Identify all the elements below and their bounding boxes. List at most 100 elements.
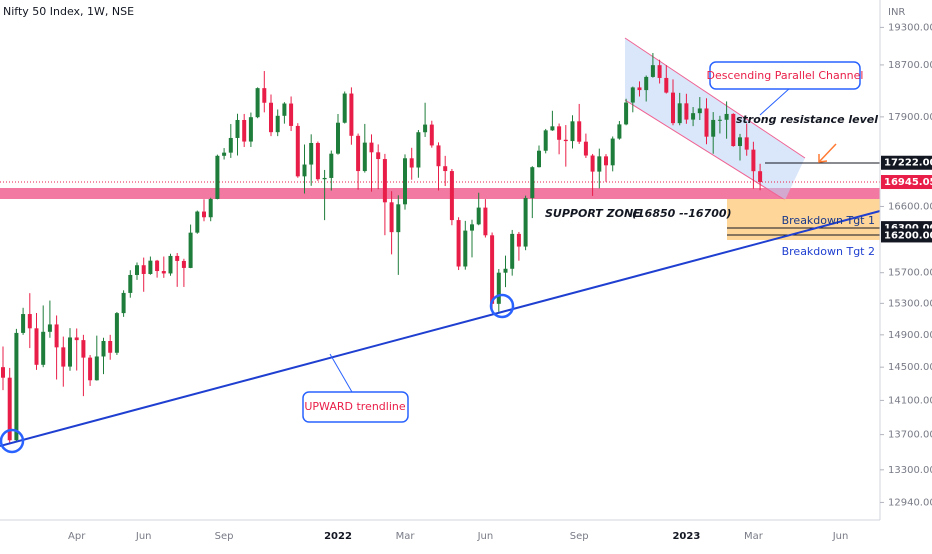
price-label-box: [881, 155, 932, 170]
candle-body: [416, 132, 421, 168]
candle-body: [148, 260, 153, 274]
candle-body: [208, 198, 213, 218]
channel-upper: [624, 37, 806, 159]
candle-body: [21, 314, 26, 333]
y-tick-label: 14900.00: [888, 330, 932, 341]
trendline-label: UPWARD trendline: [304, 400, 405, 413]
candle-body: [570, 121, 575, 142]
y-tick-label: 16600.00: [888, 201, 932, 212]
candle-body: [449, 171, 454, 221]
candle-body: [697, 108, 702, 114]
candle-body: [490, 235, 495, 304]
candle-body: [1, 367, 5, 378]
x-tick-label: Apr: [68, 531, 86, 542]
candle-body: [41, 331, 46, 365]
candle-body: [463, 230, 468, 267]
candle-body: [637, 87, 642, 91]
support-range: (16850 --16700): [632, 207, 732, 220]
candle-body: [336, 122, 340, 154]
candle-body: [202, 211, 206, 218]
candle-body: [195, 211, 200, 233]
candle-body: [684, 103, 689, 120]
candle-body: [81, 340, 86, 358]
y-tick-label: 15300.00: [888, 298, 932, 309]
candle-body: [88, 357, 93, 381]
candle-body: [248, 117, 253, 142]
callout-pointer: [329, 353, 353, 393]
resistance-label: strong resistance level: [736, 113, 878, 126]
support-label: SUPPORT ZONE: [545, 207, 641, 220]
target2-label: Breakdown Tgt 2: [782, 245, 875, 258]
candle-body: [161, 271, 166, 274]
candle-body: [751, 149, 756, 172]
breakdown-zone: [727, 199, 880, 240]
candle-body: [369, 142, 374, 153]
candle-body: [121, 292, 126, 314]
y-tick-label: 14500.00: [888, 362, 932, 373]
candle-body: [516, 233, 521, 247]
candle-body: [101, 340, 106, 357]
candle-body: [403, 158, 407, 205]
candle-body: [14, 332, 19, 441]
x-tick-label: Jun: [832, 531, 849, 542]
candle-body: [362, 142, 367, 172]
candle-body: [302, 164, 307, 177]
arrow-head: [818, 154, 828, 163]
pivot-circle: [0, 428, 25, 454]
y-tick-label: 12940.00: [888, 497, 932, 508]
x-tick-label: Sep: [215, 531, 234, 542]
candle-body: [758, 171, 763, 183]
candle-body: [671, 92, 675, 124]
candle-body: [242, 119, 247, 142]
candle-body: [141, 265, 146, 274]
candle-body: [604, 156, 608, 166]
candle-body: [27, 314, 32, 329]
y-tick-label: 19300.00: [888, 22, 932, 33]
candle-body: [282, 103, 287, 116]
candle-body: [630, 87, 635, 103]
candle-body: [382, 159, 387, 203]
price-label: 16945.05: [884, 177, 932, 188]
candle-body: [590, 155, 595, 172]
candle-body: [94, 356, 99, 381]
candle-body: [188, 232, 193, 268]
currency: INR: [888, 7, 905, 18]
candle-body: [731, 113, 736, 147]
candle-body: [322, 177, 327, 180]
candle-body: [476, 207, 481, 225]
x-tick-label: 2023: [672, 531, 700, 542]
candle-body: [135, 265, 139, 275]
candle-body: [503, 268, 508, 273]
candle-body: [128, 274, 133, 293]
candle-body: [349, 93, 354, 136]
candle-body: [215, 155, 220, 199]
candle-body: [738, 137, 742, 147]
candle-body: [262, 88, 267, 103]
candle-body: [255, 88, 260, 118]
candle-body: [289, 103, 294, 126]
callout-box: [709, 61, 861, 90]
candle-body: [342, 93, 347, 123]
arrow: [818, 143, 837, 163]
price-label: 17222.00: [884, 158, 932, 169]
callout-box: [302, 391, 409, 423]
y-tick-label: 13300.00: [888, 465, 932, 476]
candle-body: [650, 65, 655, 77]
candle-body: [550, 126, 555, 131]
channel-lower: [624, 99, 786, 201]
candle-body: [181, 260, 186, 268]
candle-body: [704, 108, 709, 137]
y-tick-label: 14100.00: [888, 395, 932, 406]
candle-body: [423, 124, 428, 133]
candle-body: [436, 145, 441, 167]
candle-body: [47, 324, 52, 332]
candle-body: [664, 77, 669, 93]
candle-body: [396, 204, 401, 233]
candle-body: [523, 197, 528, 247]
candle-body: [34, 328, 39, 365]
candle-body: [543, 130, 548, 151]
channel-label: Descending Parallel Channel: [707, 69, 864, 82]
callout-pointer: [759, 87, 791, 116]
